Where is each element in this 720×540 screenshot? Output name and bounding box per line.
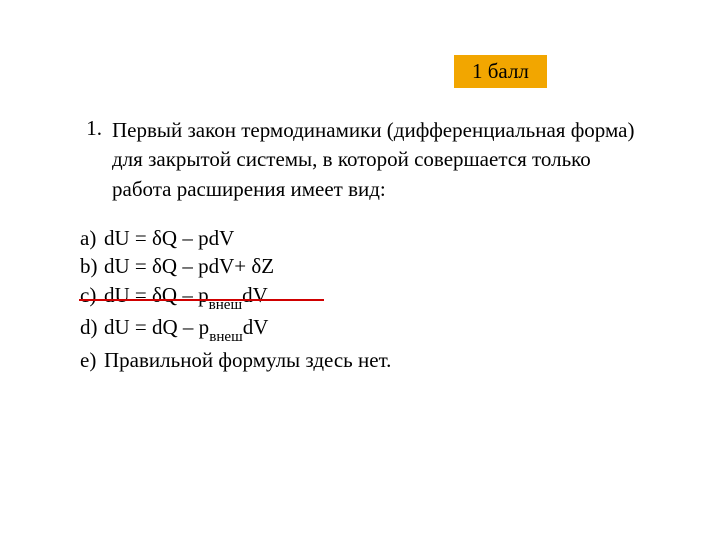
correct-answer-underline: [79, 299, 324, 301]
option-row: c)dU = δQ – pвнешdV: [80, 281, 391, 314]
option-letter: b): [80, 252, 104, 280]
question-text: Первый закон термодинамики (дифференциал…: [112, 116, 652, 204]
option-row: b)dU = δQ – pdV+ δZ: [80, 252, 391, 280]
option-letter: e): [80, 346, 104, 374]
option-content: dU = dQ – pвнешdV: [104, 313, 391, 346]
option-content: dU = δQ – pdV: [104, 224, 391, 252]
option-letter: a): [80, 224, 104, 252]
option-row: e)Правильной формулы здесь нет.: [80, 346, 391, 374]
question-number: 1.: [82, 116, 112, 204]
subscript-text: внеш: [209, 329, 243, 345]
option-letter: d): [80, 313, 104, 346]
option-letter: c): [80, 281, 104, 314]
option-row: a)dU = δQ – pdV: [80, 224, 391, 252]
option-content: dU = δQ – pвнешdV: [104, 281, 391, 314]
score-badge: 1 балл: [454, 55, 547, 88]
question-container: 1. Первый закон термодинамики (дифференц…: [82, 116, 652, 204]
option-row: d)dU = dQ – pвнешdV: [80, 313, 391, 346]
option-content: Правильной формулы здесь нет.: [104, 346, 391, 374]
option-content: dU = δQ – pdV+ δZ: [104, 252, 391, 280]
